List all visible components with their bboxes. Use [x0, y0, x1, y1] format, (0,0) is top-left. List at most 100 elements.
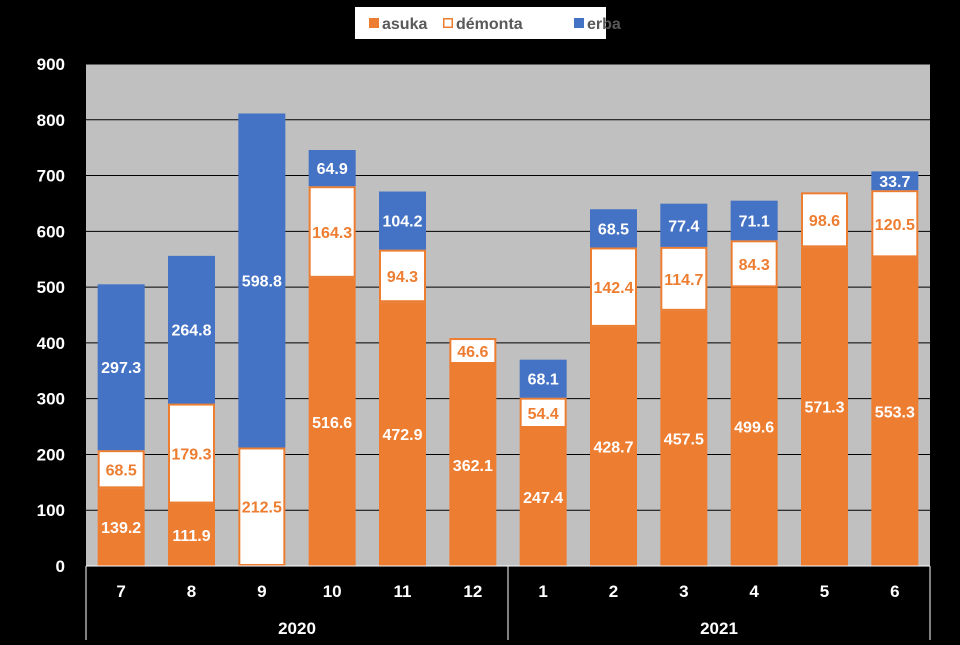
bar-démonta: [308, 186, 356, 278]
x-tick-label: 12: [463, 582, 482, 601]
data-label: 68.5: [598, 221, 629, 238]
data-label: 179.3: [171, 447, 211, 464]
bar-asuka: [97, 488, 145, 566]
bar-démonta: [379, 249, 426, 303]
y-tick-label: 700: [37, 167, 65, 186]
y-tick-label: 400: [37, 334, 65, 353]
legend-swatch-démonta: [443, 18, 453, 28]
y-tick-label: 0: [56, 557, 65, 576]
data-label: 68.5: [106, 462, 137, 479]
bar-erba: [730, 200, 778, 241]
bar-démonta: [168, 403, 215, 504]
bar-asuka: [168, 503, 215, 566]
x-group-label: 2020: [278, 619, 316, 638]
data-label: 571.3: [804, 400, 844, 417]
bar-démonta: [801, 192, 848, 248]
data-label: 212.5: [242, 500, 282, 517]
x-tick-label: 2: [609, 582, 618, 601]
data-label: 139.2: [101, 520, 141, 537]
bar-asuka: [871, 257, 919, 566]
legend-swatch-asuka: [369, 18, 379, 28]
data-label: 598.8: [242, 273, 282, 290]
bar-asuka: [379, 302, 426, 566]
x-tick-label: 7: [116, 582, 125, 601]
bar-erba: [379, 191, 426, 250]
x-tick-label: 10: [323, 582, 342, 601]
bar-démonta: [238, 447, 286, 567]
data-label: 77.4: [668, 218, 699, 235]
bar-asuka: [660, 310, 708, 566]
data-label: 46.6: [457, 344, 488, 361]
data-label: 553.3: [875, 405, 915, 422]
data-label: 247.4: [523, 490, 563, 507]
legend-swatch-erba: [574, 18, 584, 28]
bar-asuka: [590, 326, 637, 566]
data-label: 54.4: [528, 406, 559, 423]
legend-label: erba: [587, 16, 621, 33]
bar-démonta: [730, 240, 778, 288]
data-label: 457.5: [664, 431, 704, 448]
bar-erba: [590, 209, 637, 248]
data-label: 120.5: [875, 217, 915, 234]
bar-démonta: [590, 247, 637, 327]
x-tick-label: 5: [820, 582, 829, 601]
bar-erba: [97, 284, 145, 451]
data-label: 362.1: [453, 458, 493, 475]
bar-démonta: [871, 190, 919, 258]
data-label: 142.4: [593, 280, 633, 297]
x-group-label: 2021: [700, 619, 738, 638]
bar-asuka: [519, 428, 567, 566]
y-tick-label: 300: [37, 390, 65, 409]
y-tick-label: 600: [37, 222, 65, 241]
data-label: 94.3: [387, 269, 418, 286]
data-label: 98.6: [809, 213, 840, 230]
x-tick-label: 1: [538, 582, 547, 601]
bars: 139.2 68.5 297.3 111.9 179.3 264.8 212.5 598.8 5…: [97, 113, 919, 567]
y-axis: 0 100 200 300 400 500 600 700 800 900: [37, 55, 65, 576]
data-label: 71.1: [739, 213, 770, 230]
bar-erba: [238, 113, 286, 448]
bar-erba: [308, 150, 356, 187]
data-label: 111.9: [172, 528, 210, 545]
bar-erba: [168, 255, 215, 404]
bar-démonta: [519, 397, 567, 429]
data-label: 516.6: [312, 415, 352, 432]
x-tick-label: 8: [187, 582, 196, 601]
bar-asuka: [730, 287, 778, 566]
bar-asuka: [308, 277, 356, 566]
plot-area: [86, 64, 930, 566]
bar-démonta: [97, 450, 145, 489]
data-label: 472.9: [382, 427, 422, 444]
legend: asuka démonta erba: [355, 7, 621, 39]
bar-démonta: [449, 338, 497, 365]
x-tick-label: 4: [749, 582, 759, 601]
x-tick-label: 3: [679, 582, 688, 601]
bar-démonta: [660, 246, 708, 311]
data-label: 64.9: [317, 161, 348, 178]
data-label: 84.3: [739, 257, 770, 274]
data-label: 114.7: [664, 272, 703, 289]
bar-asuka: [801, 247, 848, 566]
x-tick-label: 6: [890, 582, 899, 601]
data-label: 297.3: [101, 360, 141, 377]
data-label: 428.7: [593, 439, 633, 456]
legend-box: [355, 7, 606, 39]
y-tick-label: 500: [37, 278, 65, 297]
gridlines: [86, 63, 930, 511]
legend-label: démonta: [456, 16, 523, 33]
data-label: 33.7: [879, 174, 910, 191]
bar-erba: [871, 171, 919, 191]
y-tick-label: 200: [37, 445, 65, 464]
data-label: 499.6: [734, 420, 774, 437]
data-label: 264.8: [171, 323, 211, 340]
y-tick-label: 100: [37, 501, 65, 520]
data-label: 68.1: [528, 372, 559, 389]
data-label: 104.2: [382, 214, 422, 231]
bar-erba: [519, 359, 567, 398]
bar-erba: [660, 203, 708, 247]
bar-asuka: [449, 364, 497, 566]
legend-label: asuka: [382, 16, 427, 33]
